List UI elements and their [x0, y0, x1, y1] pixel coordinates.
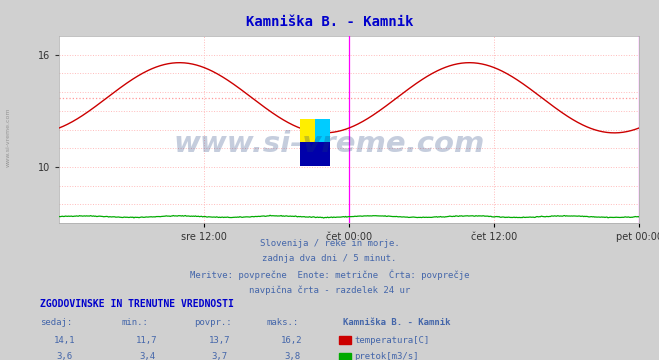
Text: 3,7: 3,7 — [212, 352, 227, 360]
Text: temperatura[C]: temperatura[C] — [355, 336, 430, 345]
Text: 14,1: 14,1 — [54, 336, 75, 345]
Text: www.si-vreme.com: www.si-vreme.com — [5, 107, 11, 167]
Bar — [300, 142, 315, 166]
Text: 16,2: 16,2 — [281, 336, 302, 345]
Text: zadnja dva dni / 5 minut.: zadnja dva dni / 5 minut. — [262, 254, 397, 264]
Text: 13,7: 13,7 — [209, 336, 230, 345]
Text: 3,8: 3,8 — [284, 352, 300, 360]
Text: pretok[m3/s]: pretok[m3/s] — [355, 352, 419, 360]
Bar — [315, 119, 330, 142]
Text: ZGODOVINSKE IN TRENUTNE VREDNOSTI: ZGODOVINSKE IN TRENUTNE VREDNOSTI — [40, 299, 233, 309]
Bar — [300, 119, 315, 142]
Text: Slovenija / reke in morje.: Slovenija / reke in morje. — [260, 238, 399, 248]
Text: Meritve: povprečne  Enote: metrične  Črta: povprečje: Meritve: povprečne Enote: metrične Črta:… — [190, 269, 469, 280]
Text: navpična črta - razdelek 24 ur: navpična črta - razdelek 24 ur — [249, 286, 410, 295]
Text: 11,7: 11,7 — [136, 336, 158, 345]
Text: www.si-vreme.com: www.si-vreme.com — [174, 130, 485, 158]
Text: povpr.:: povpr.: — [194, 318, 232, 328]
Text: Kamniška B. - Kamnik: Kamniška B. - Kamnik — [343, 318, 450, 328]
Text: 3,4: 3,4 — [139, 352, 155, 360]
Text: 3,6: 3,6 — [57, 352, 72, 360]
Text: maks.:: maks.: — [267, 318, 299, 328]
Text: Kamniška B. - Kamnik: Kamniška B. - Kamnik — [246, 15, 413, 29]
Text: min.:: min.: — [122, 318, 149, 328]
Bar — [315, 142, 330, 166]
Text: sedaj:: sedaj: — [40, 318, 72, 328]
